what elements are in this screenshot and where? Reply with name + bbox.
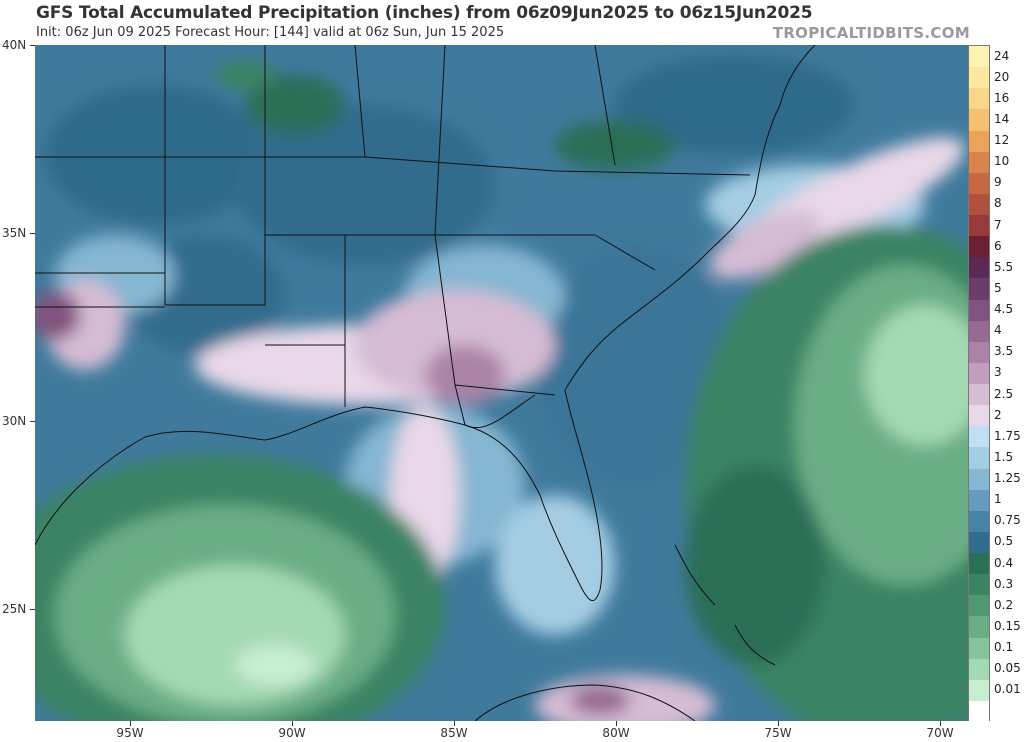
colorbar-label: 2.5 bbox=[994, 386, 1014, 401]
lon-label: 75W bbox=[764, 726, 792, 740]
colorbar-cell bbox=[969, 109, 989, 131]
lon-label: 85W bbox=[440, 726, 468, 740]
colorbar-cell bbox=[969, 405, 989, 427]
lat-tick bbox=[30, 421, 35, 422]
lon-label: 95W bbox=[116, 726, 144, 740]
colorbar-cell bbox=[969, 320, 989, 343]
colorbar-cell bbox=[969, 278, 989, 300]
colorbar-label: 1.25 bbox=[994, 471, 1021, 486]
colorbar-label: 5.5 bbox=[994, 259, 1014, 274]
colorbar-label: 14 bbox=[994, 111, 1010, 126]
colorbar-cell bbox=[969, 46, 989, 68]
lon-tick bbox=[778, 721, 779, 726]
lon-label: 80W bbox=[602, 726, 630, 740]
colorbar-cell bbox=[969, 426, 989, 448]
colorbar-cell bbox=[969, 637, 989, 660]
colorbar-label: 12 bbox=[994, 133, 1010, 148]
colorbar-cell bbox=[969, 658, 989, 681]
colorbar-cell bbox=[969, 341, 989, 364]
colorbar-label: 1.75 bbox=[994, 428, 1021, 443]
colorbar-label: 0.1 bbox=[994, 640, 1014, 655]
colorbar-label: 4.5 bbox=[994, 302, 1014, 317]
lon-tick bbox=[616, 721, 617, 726]
colorbar-cell bbox=[969, 193, 989, 216]
lon-tick bbox=[940, 721, 941, 726]
colorbar-cell bbox=[969, 299, 989, 322]
colorbar-label: 0.5 bbox=[994, 534, 1014, 549]
colorbar-label: 10 bbox=[994, 154, 1010, 169]
lon-label: 90W bbox=[278, 726, 306, 740]
colorbar-cell bbox=[969, 700, 989, 723]
colorbar-cell bbox=[969, 215, 989, 237]
colorbar-label: 4 bbox=[994, 323, 1002, 338]
colorbar-cell bbox=[969, 468, 989, 491]
lon-label: 70W bbox=[926, 726, 954, 740]
colorbar-cell bbox=[969, 88, 989, 110]
map-subtitle: Init: 06z Jun 09 2025 Forecast Hour: [14… bbox=[36, 25, 505, 40]
map-canvas bbox=[35, 45, 968, 721]
colorbar-label: 6 bbox=[994, 238, 1002, 253]
colorbar-label: 0.15 bbox=[994, 618, 1021, 633]
colorbar-label: 1 bbox=[994, 492, 1002, 507]
colorbar-label: 0.2 bbox=[994, 597, 1014, 612]
precipitation-map bbox=[35, 45, 968, 721]
colorbar-label: 2 bbox=[994, 407, 1002, 422]
colorbar-cell bbox=[969, 489, 989, 512]
colorbar-label: 9 bbox=[994, 175, 1002, 190]
colorbar-cell bbox=[969, 384, 989, 406]
colorbar-label: 20 bbox=[994, 69, 1010, 84]
map-boundaries bbox=[35, 45, 816, 721]
lat-label: 30N bbox=[2, 414, 27, 428]
map-title: GFS Total Accumulated Precipitation (inc… bbox=[36, 3, 813, 23]
colorbar-label: 0.01 bbox=[994, 682, 1021, 697]
colorbar-label: 3 bbox=[994, 365, 1002, 380]
lat-label: 25N bbox=[2, 602, 27, 616]
colorbar-label: 8 bbox=[994, 196, 1002, 211]
colorbar-label: 16 bbox=[994, 90, 1010, 105]
lon-tick bbox=[292, 721, 293, 726]
colorbar-cell bbox=[969, 172, 989, 195]
precip-field bbox=[35, 55, 968, 721]
colorbar-label: 7 bbox=[994, 217, 1002, 232]
colorbar-label: 1.5 bbox=[994, 449, 1014, 464]
colorbar-label: 0.4 bbox=[994, 555, 1014, 570]
colorbar-cell bbox=[969, 130, 989, 153]
colorbar-label: 24 bbox=[994, 48, 1010, 63]
colorbar-cell bbox=[969, 362, 989, 385]
lon-tick bbox=[130, 721, 131, 726]
colorbar-cell bbox=[969, 531, 989, 554]
lon-tick bbox=[454, 721, 455, 726]
colorbar-label: 0.3 bbox=[994, 576, 1014, 591]
colorbar-cell bbox=[969, 679, 989, 702]
colorbar-cell bbox=[969, 574, 989, 596]
colorbar-cell bbox=[969, 447, 989, 469]
lat-tick bbox=[30, 45, 35, 46]
colorbar-cell bbox=[969, 510, 989, 533]
colorbar-cell bbox=[969, 595, 989, 617]
colorbar-cell bbox=[969, 236, 989, 258]
precip-colorbar bbox=[968, 45, 990, 723]
colorbar-cell bbox=[969, 67, 989, 89]
colorbar-cell bbox=[969, 553, 989, 575]
brand-watermark: TROPICALTIDBITS.COM bbox=[772, 24, 970, 42]
lat-label: 40N bbox=[2, 38, 27, 52]
colorbar-cell bbox=[969, 616, 989, 638]
lat-label: 35N bbox=[2, 226, 27, 240]
colorbar-label: 0.05 bbox=[994, 661, 1021, 676]
colorbar-cell bbox=[969, 257, 989, 279]
colorbar-label: 3.5 bbox=[994, 344, 1014, 359]
colorbar-cell bbox=[969, 151, 989, 174]
lat-tick bbox=[30, 233, 35, 234]
colorbar-label: 0.75 bbox=[994, 513, 1021, 528]
colorbar-label: 5 bbox=[994, 280, 1002, 295]
lat-tick bbox=[30, 609, 35, 610]
